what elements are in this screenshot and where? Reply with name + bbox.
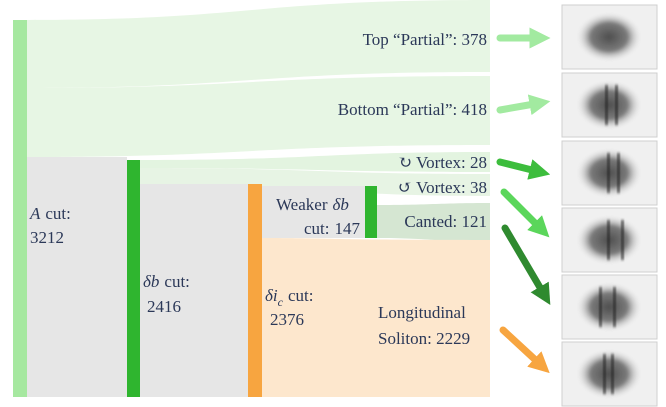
arrow [503,330,542,366]
symbol: δb [143,272,159,291]
fringe [599,287,602,327]
arrow [504,192,542,230]
node-count: 2416 [147,297,181,316]
sankey-figure: Acut: 3212 δbcut: 2416 δiccut: 2376 Weak… [0,0,666,407]
outcome-label: Bottom “Partial”: 418 [338,100,487,119]
arrow [500,162,540,172]
arrow [500,103,540,110]
fringe [607,153,610,193]
label: cut: [164,272,190,291]
label: cut: [288,286,314,305]
outcome-label: ↻ Vortex: 28 [398,153,487,172]
prefix: Weaker [276,195,328,214]
image-column [562,5,657,406]
symbol: A [29,204,41,223]
fringe [605,85,608,125]
image-frame [562,5,657,69]
label: cut: [45,204,71,223]
fringe [613,287,616,327]
fringe [621,220,624,260]
flow-a-to-db [27,157,127,397]
image-frame [562,73,657,137]
node-count: 3212 [30,228,64,247]
image-frame [562,342,657,406]
outcome-label: Soliton: 2229 [378,329,470,348]
cloud-blob [576,80,642,130]
outcome-label: Longitudinal [378,303,466,322]
image-frame [562,275,657,339]
count: 147 [335,219,361,238]
node-bar-a [13,20,27,397]
cloud-blob [576,282,642,332]
cloud-blob [576,349,642,399]
image-frame [562,141,657,205]
image-frame [562,208,657,272]
node-bar-dic [248,184,262,397]
fringe [615,85,618,125]
fringe [603,354,606,394]
outcome-label: Canted: 121 [404,212,487,231]
node-bar-db [127,160,140,397]
outcome-label: Top “Partial”: 378 [363,30,487,49]
fringe [611,354,614,394]
node-label: δb cut: [143,272,190,291]
symbol: δi [265,286,278,305]
fringe [607,220,610,260]
arrow [505,228,545,296]
outcome-label: ↺ Vortex: 38 [398,178,487,197]
node-bar-weaker [365,186,377,238]
fringe [617,153,620,193]
label: cut: [304,219,330,238]
cloud-blob [576,12,642,62]
page: Acut: 3212 δbcut: 2416 δiccut: 2376 Weak… [0,0,666,407]
arrows [500,38,545,366]
subscript: c [278,295,284,309]
node-count: 2376 [270,310,304,329]
symbol: δb [332,195,348,214]
